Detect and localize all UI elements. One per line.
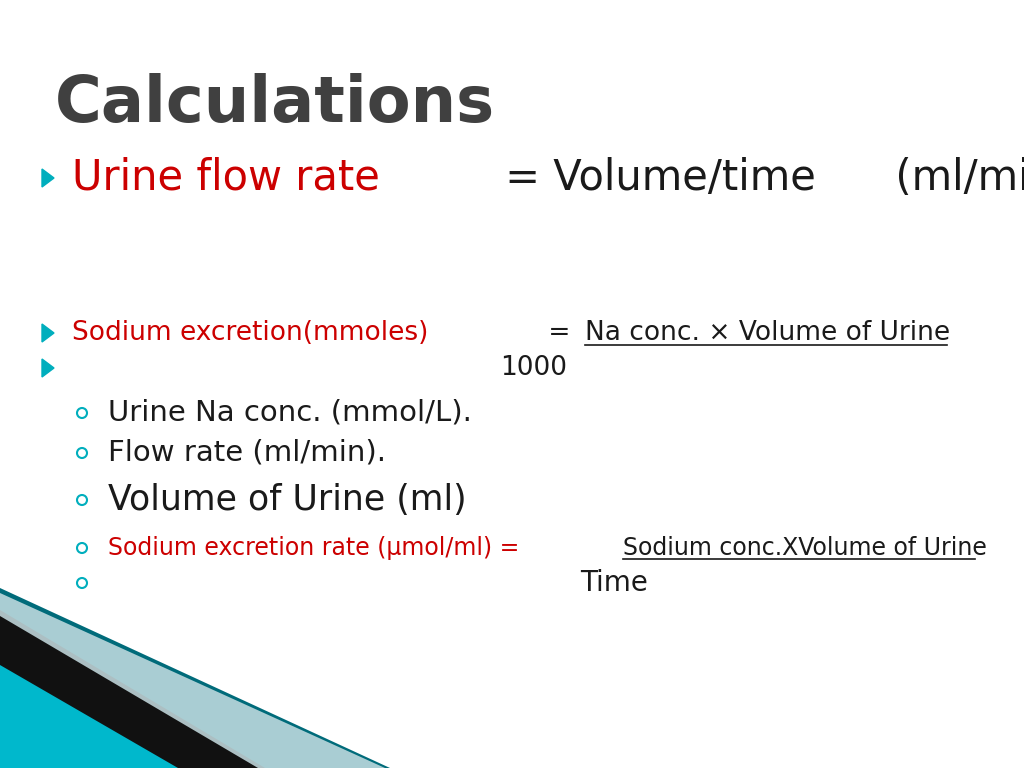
Polygon shape bbox=[0, 588, 390, 768]
Text: =: = bbox=[541, 320, 579, 346]
Polygon shape bbox=[42, 359, 54, 377]
Text: Flow rate (ml/min).: Flow rate (ml/min). bbox=[108, 439, 386, 467]
Polygon shape bbox=[0, 648, 205, 768]
Text: Calculations: Calculations bbox=[55, 73, 496, 135]
Text: Sodium excretion(mmoles): Sodium excretion(mmoles) bbox=[72, 320, 428, 346]
Polygon shape bbox=[42, 324, 54, 342]
Polygon shape bbox=[0, 610, 265, 768]
Text: Time: Time bbox=[580, 569, 648, 597]
Text: Urine flow rate: Urine flow rate bbox=[72, 157, 380, 199]
Text: Na conc. × Volume of Urine: Na conc. × Volume of Urine bbox=[586, 320, 950, 346]
Polygon shape bbox=[0, 593, 385, 768]
Text: = Volume/time      (ml/min).: = Volume/time (ml/min). bbox=[492, 157, 1024, 199]
Polygon shape bbox=[42, 169, 54, 187]
Text: Sodium conc.XVolume of Urine: Sodium conc.XVolume of Urine bbox=[623, 536, 987, 560]
Text: 1000: 1000 bbox=[500, 355, 567, 381]
Text: Urine Na conc. (mmol/L).: Urine Na conc. (mmol/L). bbox=[108, 399, 472, 427]
Text: Sodium excretion rate (μmol/ml) =: Sodium excretion rate (μmol/ml) = bbox=[108, 536, 519, 560]
Text: Volume of Urine (ml): Volume of Urine (ml) bbox=[108, 483, 467, 517]
